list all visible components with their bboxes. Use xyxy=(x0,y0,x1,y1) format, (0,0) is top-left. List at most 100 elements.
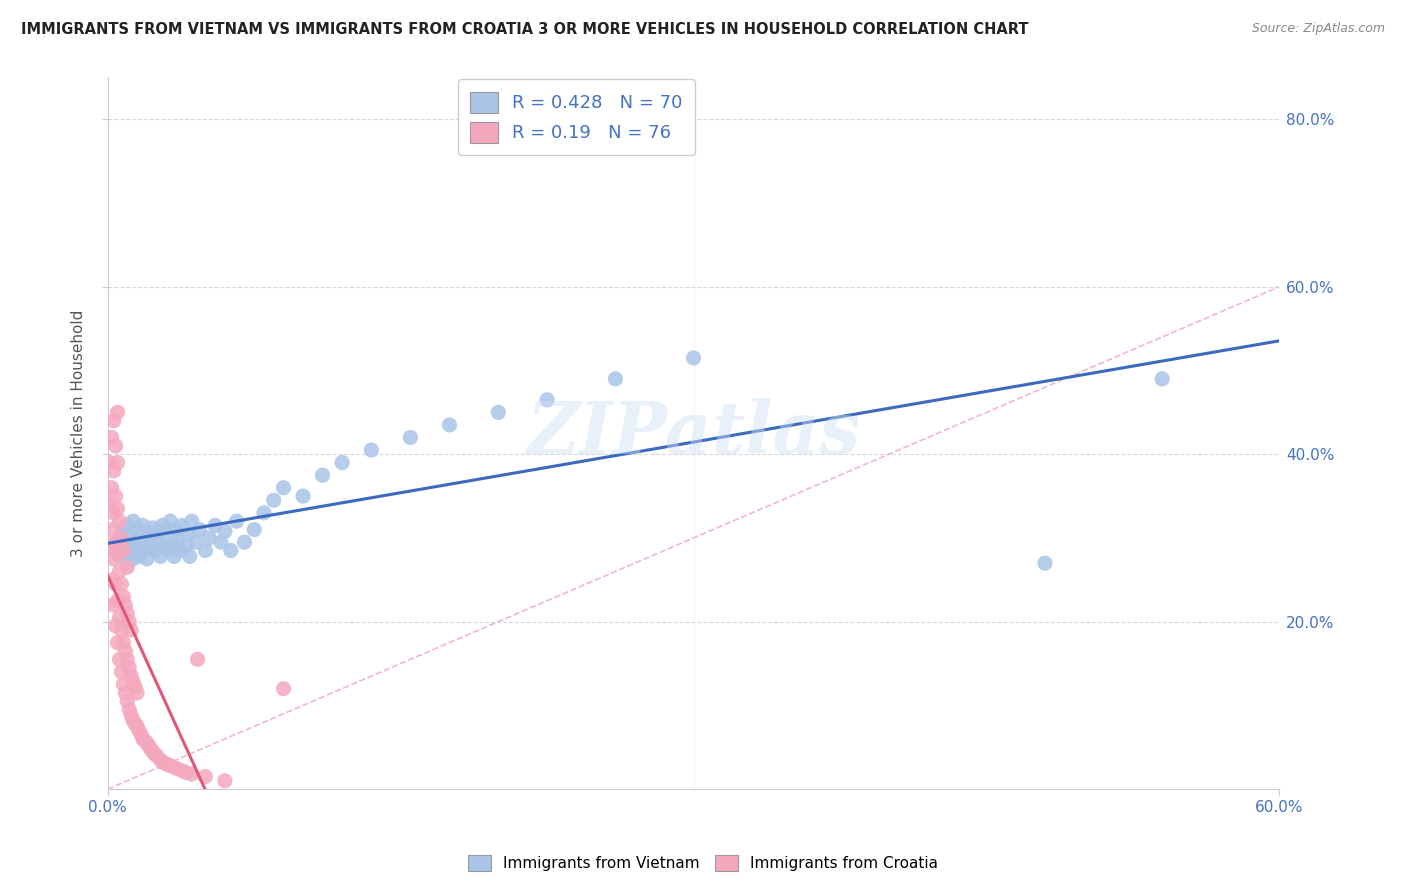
Point xyxy=(104,489,127,503)
Point xyxy=(108,652,131,666)
Point xyxy=(682,351,704,365)
Point xyxy=(292,489,315,503)
Text: Source: ZipAtlas.com: Source: ZipAtlas.com xyxy=(1251,22,1385,36)
Point xyxy=(117,607,139,621)
Point xyxy=(180,767,202,781)
Point xyxy=(1033,556,1056,570)
Point xyxy=(114,644,136,658)
Point xyxy=(153,539,176,553)
Point xyxy=(100,481,122,495)
Point xyxy=(107,593,129,607)
Point xyxy=(103,598,125,612)
Point xyxy=(125,719,148,733)
Legend: R = 0.428   N = 70, R = 0.19   N = 76: R = 0.428 N = 70, R = 0.19 N = 76 xyxy=(458,79,695,155)
Point xyxy=(157,543,180,558)
Point xyxy=(138,739,160,753)
Point xyxy=(104,439,127,453)
Point xyxy=(112,635,135,649)
Point xyxy=(273,681,295,696)
Point xyxy=(184,535,207,549)
Point xyxy=(209,535,232,549)
Point xyxy=(163,549,186,564)
Point xyxy=(118,661,141,675)
Point xyxy=(179,549,201,564)
Point xyxy=(129,526,152,541)
Point xyxy=(114,686,136,700)
Point xyxy=(120,669,142,683)
Point xyxy=(155,757,177,772)
Point xyxy=(110,623,132,637)
Point xyxy=(132,731,155,746)
Point xyxy=(110,577,132,591)
Point xyxy=(104,619,127,633)
Point xyxy=(117,556,139,570)
Point xyxy=(117,694,139,708)
Point xyxy=(103,506,125,520)
Point xyxy=(165,523,187,537)
Point xyxy=(155,526,177,541)
Point xyxy=(108,565,131,579)
Point xyxy=(104,543,127,558)
Point xyxy=(124,716,146,731)
Point xyxy=(104,577,127,591)
Point xyxy=(143,747,166,761)
Point xyxy=(360,443,382,458)
Point xyxy=(122,675,145,690)
Point xyxy=(107,635,129,649)
Point xyxy=(112,677,135,691)
Legend: Immigrants from Vietnam, Immigrants from Croatia: Immigrants from Vietnam, Immigrants from… xyxy=(461,849,945,877)
Point xyxy=(98,498,121,512)
Point xyxy=(152,518,174,533)
Point xyxy=(103,552,125,566)
Point xyxy=(103,464,125,478)
Point xyxy=(108,610,131,624)
Point xyxy=(165,761,187,775)
Point xyxy=(107,456,129,470)
Point xyxy=(124,541,146,555)
Point xyxy=(108,514,131,528)
Point xyxy=(143,543,166,558)
Point xyxy=(98,456,121,470)
Point xyxy=(117,652,139,666)
Point xyxy=(177,526,200,541)
Point xyxy=(122,514,145,528)
Point xyxy=(129,728,152,742)
Point xyxy=(188,523,211,537)
Point xyxy=(120,708,142,723)
Point xyxy=(214,524,236,539)
Point xyxy=(120,623,142,637)
Point xyxy=(152,756,174,770)
Point xyxy=(148,524,170,539)
Point xyxy=(170,518,193,533)
Point xyxy=(204,518,226,533)
Point xyxy=(120,531,142,545)
Point xyxy=(135,736,157,750)
Point xyxy=(117,518,139,533)
Point xyxy=(605,372,627,386)
Point xyxy=(145,535,167,549)
Point xyxy=(273,481,295,495)
Point xyxy=(107,535,129,549)
Point xyxy=(100,430,122,444)
Point xyxy=(110,549,132,564)
Point xyxy=(138,541,160,555)
Point xyxy=(110,531,132,545)
Text: IMMIGRANTS FROM VIETNAM VS IMMIGRANTS FROM CROATIA 3 OR MORE VEHICLES IN HOUSEHO: IMMIGRANTS FROM VIETNAM VS IMMIGRANTS FR… xyxy=(21,22,1029,37)
Point xyxy=(118,703,141,717)
Point xyxy=(135,552,157,566)
Point xyxy=(149,549,172,564)
Point xyxy=(100,523,122,537)
Point xyxy=(145,748,167,763)
Point xyxy=(135,526,157,541)
Point xyxy=(117,560,139,574)
Point xyxy=(159,758,181,772)
Point xyxy=(167,533,190,547)
Point xyxy=(149,753,172,767)
Point xyxy=(124,680,146,694)
Point xyxy=(330,456,353,470)
Point xyxy=(169,543,191,558)
Point xyxy=(142,744,165,758)
Point xyxy=(187,652,209,666)
Point xyxy=(214,773,236,788)
Point xyxy=(128,723,150,738)
